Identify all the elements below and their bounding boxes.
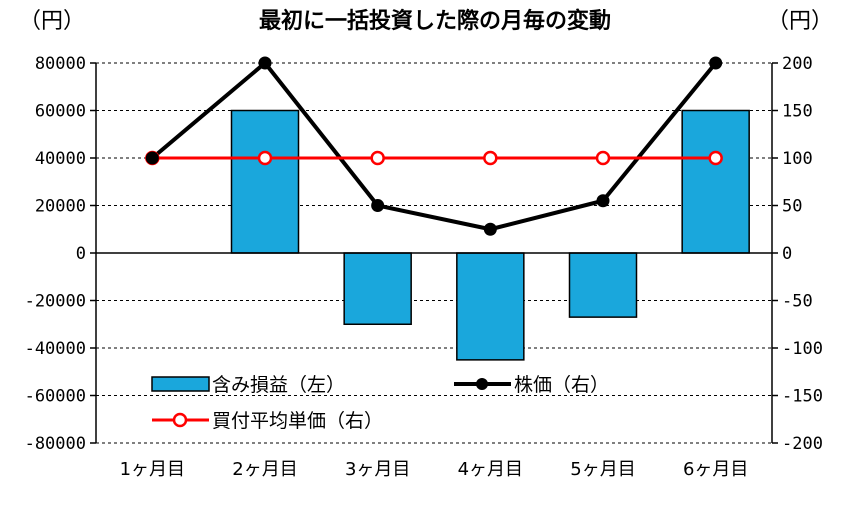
bar-series [230, 109, 750, 361]
data-point [483, 150, 498, 166]
left-tick-label: 20000 [35, 197, 86, 217]
data-point [258, 56, 272, 70]
left-tick-label: 80000 [35, 54, 86, 74]
category-label: 1ヶ月目 [120, 459, 185, 480]
right-tick-label: 200 [782, 54, 813, 74]
chart-title: 最初に一括投資した際の月毎の変動 [259, 8, 611, 34]
left-tick-label: 40000 [35, 149, 86, 169]
right-tick-label: 0 [782, 244, 792, 264]
legend-swatch-marker [172, 412, 188, 428]
data-point [708, 150, 723, 166]
bar [343, 252, 412, 325]
bar [456, 252, 525, 361]
legend-label: 買付平均単価（右） [212, 410, 383, 432]
category-label: 3ヶ月目 [345, 459, 410, 480]
category-label: 2ヶ月目 [232, 459, 297, 480]
left-tick-label: -60000 [25, 387, 86, 407]
data-point [709, 56, 723, 70]
left-tick-label: -40000 [25, 339, 86, 359]
axes [90, 62, 778, 444]
right-axis-unit: （円） [767, 9, 833, 34]
category-label: 6ヶ月目 [683, 459, 748, 480]
left-axis-unit: （円） [19, 9, 85, 34]
bar [230, 109, 300, 254]
right-tick-label: -150 [782, 387, 823, 407]
data-point [371, 199, 385, 212]
series-line [151, 61, 718, 232]
bar [568, 252, 638, 318]
right-tick-label: -50 [782, 292, 813, 312]
right-tick-label: 150 [782, 102, 813, 122]
left-tick-label: -80000 [25, 434, 86, 454]
data-point [483, 222, 497, 236]
data-point [370, 150, 385, 166]
data-point [145, 151, 159, 165]
data-point [257, 150, 273, 166]
category-label: 4ヶ月目 [458, 459, 523, 480]
legend-label: 含み損益（左） [212, 374, 345, 396]
legend: 含み損益（左） 株価（右） 買付平均単価（右） [151, 374, 609, 432]
left-tick-label: -20000 [25, 292, 86, 312]
bar [681, 109, 750, 254]
right-tick-label: 100 [782, 149, 813, 169]
category-labels: 1ヶ月目 2ヶ月目 3ヶ月目 4ヶ月目 5ヶ月目 6ヶ月目 [120, 459, 749, 480]
category-label: 5ヶ月目 [570, 459, 635, 480]
right-tick-label: -200 [782, 434, 823, 454]
line-series [145, 56, 723, 236]
legend-label: 株価（右） [514, 374, 609, 396]
legend-swatch-bar [151, 376, 210, 392]
left-tick-label: 0 [76, 244, 86, 264]
data-point [595, 150, 611, 166]
right-tick-label: -100 [782, 339, 823, 359]
right-tick-label: 50 [782, 197, 802, 217]
data-point [596, 194, 610, 208]
legend-swatch-marker [476, 378, 488, 390]
left-tick-label: 60000 [35, 102, 86, 122]
tick-labels: 80000 60000 40000 20000 0 -20000 -40000 -60000 -… [25, 54, 823, 454]
